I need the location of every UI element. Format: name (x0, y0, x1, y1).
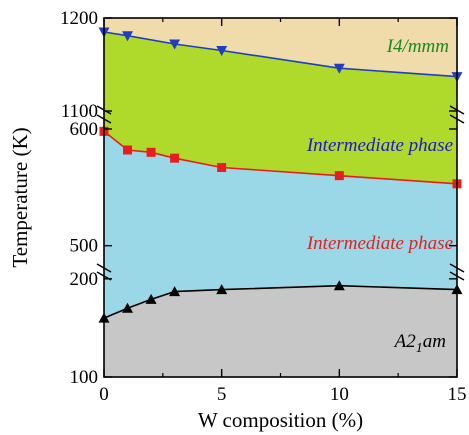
series-1-point-2 (122, 31, 133, 42)
series-2-point-4 (170, 153, 180, 163)
region-top (104, 18, 457, 77)
y-tick-label-100: 100 (70, 367, 99, 388)
series-1-point-4 (216, 46, 228, 56)
y-tick-label-1100: 1100 (61, 101, 98, 122)
series-3-point-2 (122, 302, 133, 313)
x-tick-label-15: 15 (448, 384, 467, 405)
series-2-point-6 (334, 171, 344, 181)
series-2-point-5 (217, 163, 227, 172)
axis-break-right-4 (449, 271, 465, 281)
region-upper (104, 32, 457, 184)
series-1-point-3 (169, 39, 181, 50)
series-2-point-3 (146, 147, 156, 157)
region-bottom (104, 285, 457, 377)
region-label-a21am-main: A2 (393, 331, 417, 352)
series-line-1 (103, 31, 458, 78)
region-label-a21am-end: am (423, 331, 446, 352)
x-axis-label: W composition (%) (198, 408, 363, 432)
series-2-point-2 (123, 145, 133, 155)
axis-ticks (103, 17, 458, 378)
region-labels: I4/mmm Intermediate phase Intermediate pha… (306, 36, 453, 356)
axis-break-right-3 (449, 263, 465, 273)
x-tick-label-0: 0 (99, 384, 109, 405)
y-axis-label: Temperature (K) (8, 127, 32, 267)
axis-break-right-1 (449, 105, 465, 115)
series-3-point-3 (145, 293, 157, 304)
region-label-a21am: A21am (393, 331, 446, 356)
axis-break-left-1 (96, 105, 112, 115)
region-label-intermediate-upper: Intermediate phase (306, 135, 453, 156)
series-3-point-6 (333, 280, 345, 291)
axis-break-left-2 (96, 114, 112, 124)
series-3-point-5 (216, 284, 228, 295)
series-3-point-4 (169, 286, 181, 297)
tick-labels: 0 5 10 15 1100 1200 500 600 100 200 (60, 8, 467, 405)
y-tick-label-500: 500 (70, 236, 99, 257)
x-tick-label-10: 10 (330, 384, 349, 405)
y-tick-label-1200: 1200 (60, 8, 98, 29)
y-tick-label-600: 600 (70, 119, 99, 140)
phase-regions (104, 18, 457, 377)
region-label-intermediate-lower: Intermediate phase (306, 233, 453, 254)
y-tick-label-200: 200 (70, 269, 99, 290)
axis-break-right-2 (449, 114, 465, 124)
region-label-i4mmm: I4/mmm (386, 36, 449, 57)
x-tick-label-5: 5 (217, 384, 227, 405)
series-1-point-5 (333, 63, 345, 74)
region-label-a21am-sub: 1 (416, 341, 423, 356)
axis-break-left-3 (96, 263, 112, 273)
